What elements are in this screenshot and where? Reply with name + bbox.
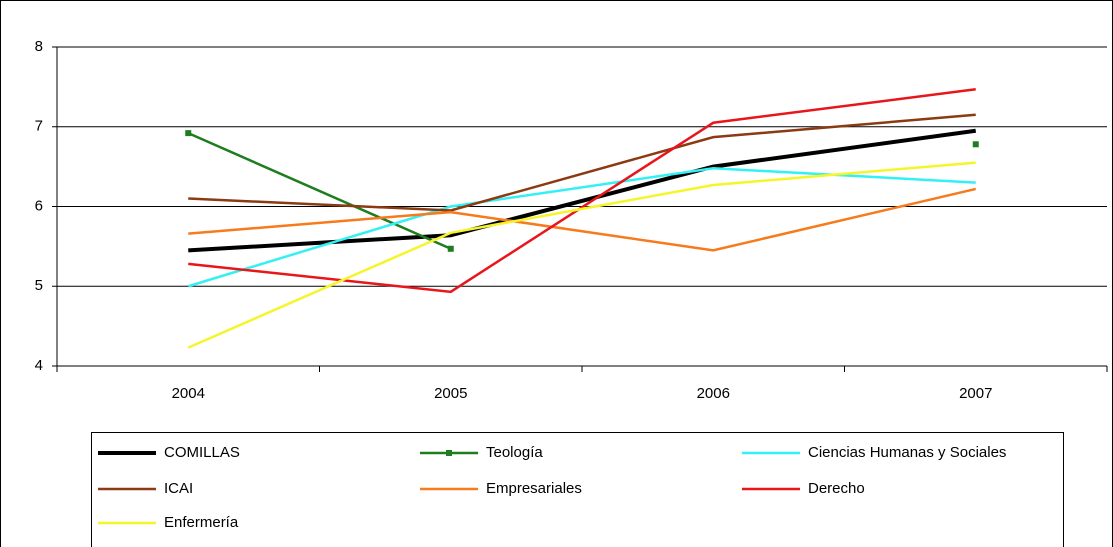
- x-tick-label: 2005: [434, 385, 467, 402]
- legend-label: Derecho: [808, 480, 865, 497]
- series-line: [188, 113, 976, 212]
- legend-label: Empresariales: [486, 480, 582, 497]
- x-tick-label: 2006: [697, 385, 730, 402]
- series-line: [188, 88, 976, 294]
- legend-label: Teología: [486, 444, 543, 461]
- series-line: [187, 161, 976, 349]
- y-tick-label: 6: [35, 197, 43, 214]
- series-marker: [185, 130, 192, 137]
- legend-label: Enfermería: [164, 514, 239, 531]
- legend-label: Ciencias Humanas y Sociales: [808, 444, 1006, 461]
- x-tick-label: 2004: [172, 385, 205, 402]
- y-tick-label: 5: [35, 277, 43, 294]
- legend-marker: [446, 450, 452, 456]
- y-tick-label: 4: [35, 357, 43, 374]
- series-line: [187, 166, 976, 288]
- series-marker: [447, 245, 454, 252]
- x-tick-label: 2007: [959, 385, 992, 402]
- y-tick-label: 8: [35, 38, 43, 55]
- legend-box: [91, 432, 1064, 547]
- legend-label: COMILLAS: [164, 444, 240, 461]
- series-line: [188, 128, 977, 253]
- series-line: [188, 187, 977, 252]
- legend-label: ICAI: [164, 480, 193, 497]
- series-marker: [972, 141, 979, 148]
- y-tick-label: 7: [35, 118, 43, 135]
